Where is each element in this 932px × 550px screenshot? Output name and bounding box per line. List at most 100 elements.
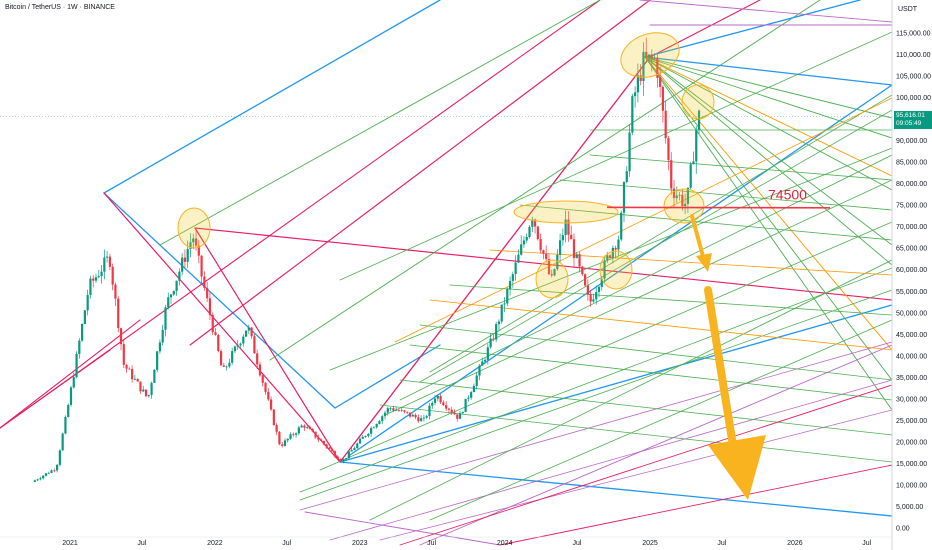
candle (178, 268, 181, 286)
candle (92, 274, 95, 288)
y-tick-label: 25,000.00 (896, 418, 927, 425)
candle (289, 432, 292, 440)
candle (397, 408, 401, 412)
candle (64, 415, 67, 435)
fan-line (644, 56, 893, 177)
fan-line (329, 379, 893, 541)
candle (456, 414, 459, 422)
fan-line (0, 0, 601, 429)
candle (695, 125, 698, 174)
fan-line (644, 56, 893, 351)
fan-line (419, 324, 893, 381)
candle (306, 424, 309, 430)
candle (100, 265, 103, 284)
candle (614, 245, 617, 259)
candle (392, 405, 395, 413)
candle (675, 186, 678, 203)
candle (253, 333, 256, 354)
candle (339, 458, 342, 463)
candle (222, 362, 225, 367)
candle (647, 54, 651, 63)
fan-line (639, 0, 893, 23)
channel-line (339, 461, 893, 517)
y-tick-label: 45,000.00 (896, 332, 927, 339)
highlight-ellipse (681, 84, 715, 120)
fan-line (644, 56, 893, 139)
candle (331, 447, 334, 452)
candle (603, 255, 606, 283)
candle (431, 401, 434, 409)
candle (97, 269, 100, 279)
candle (328, 447, 331, 451)
candle (486, 343, 489, 365)
y-tick-label: 110,000.00 (896, 52, 931, 59)
candle (164, 304, 167, 337)
candle (347, 449, 350, 460)
y-tick-label: 70,000.00 (896, 224, 927, 231)
drawings-layer (0, 0, 893, 546)
channel-line (644, 56, 893, 86)
candle (686, 187, 690, 214)
price-axis[interactable]: 0.00 5,000.00 10,000.00 15,000.00 20,000.00 2… (891, 0, 931, 550)
x-tick-label: 2023 (352, 540, 368, 547)
candle (492, 334, 495, 342)
candle (156, 350, 159, 373)
fan-line (419, 109, 893, 383)
fan-line (194, 227, 341, 463)
candle (367, 432, 370, 438)
candle (508, 276, 512, 296)
price-axis-unit: USDT (898, 6, 918, 13)
candle (542, 249, 545, 260)
candle (356, 442, 359, 449)
candle (314, 431, 317, 439)
candle (522, 236, 526, 248)
candle (395, 406, 398, 412)
fan-line (194, 227, 893, 301)
candle (514, 255, 517, 281)
candle (192, 233, 195, 249)
channel-line (103, 192, 336, 409)
candle (333, 450, 337, 458)
candle (556, 248, 559, 271)
candle (303, 424, 306, 431)
candle (378, 419, 381, 425)
candle (497, 319, 501, 331)
candle (650, 49, 653, 72)
candle (214, 327, 217, 336)
candle (370, 426, 373, 437)
candle (256, 349, 259, 370)
candle (122, 339, 125, 368)
candle (219, 349, 223, 366)
big-arrow-shaft (704, 286, 739, 462)
candle (336, 455, 339, 460)
candle (539, 233, 542, 254)
highlight-ellipse (599, 250, 633, 290)
fan-line (644, 56, 893, 266)
candle (611, 245, 614, 264)
fan-line (559, 179, 893, 211)
candle (172, 290, 175, 297)
candle (422, 414, 426, 422)
candle (72, 372, 75, 389)
candle (453, 409, 456, 415)
candle (428, 402, 431, 420)
channel-line (103, 0, 441, 194)
fan-line (499, 464, 893, 546)
candle (467, 395, 470, 402)
candle (325, 443, 328, 449)
y-tick-label: 0.00 (896, 526, 910, 533)
fan-line (379, 404, 893, 463)
down-arrow-head (696, 253, 712, 272)
candle (478, 364, 481, 381)
candle (147, 394, 150, 398)
candle (267, 387, 270, 402)
fan-line (644, 56, 893, 411)
candle (575, 251, 578, 259)
candle (536, 225, 539, 241)
candle (142, 385, 145, 393)
candle (269, 396, 273, 412)
time-axis[interactable]: 2021 Jul 2022 Jul 2023 Jul 2024 Jul 2025 Jul 2026 J… (0, 536, 892, 547)
candle (69, 385, 73, 407)
candle (425, 414, 428, 420)
